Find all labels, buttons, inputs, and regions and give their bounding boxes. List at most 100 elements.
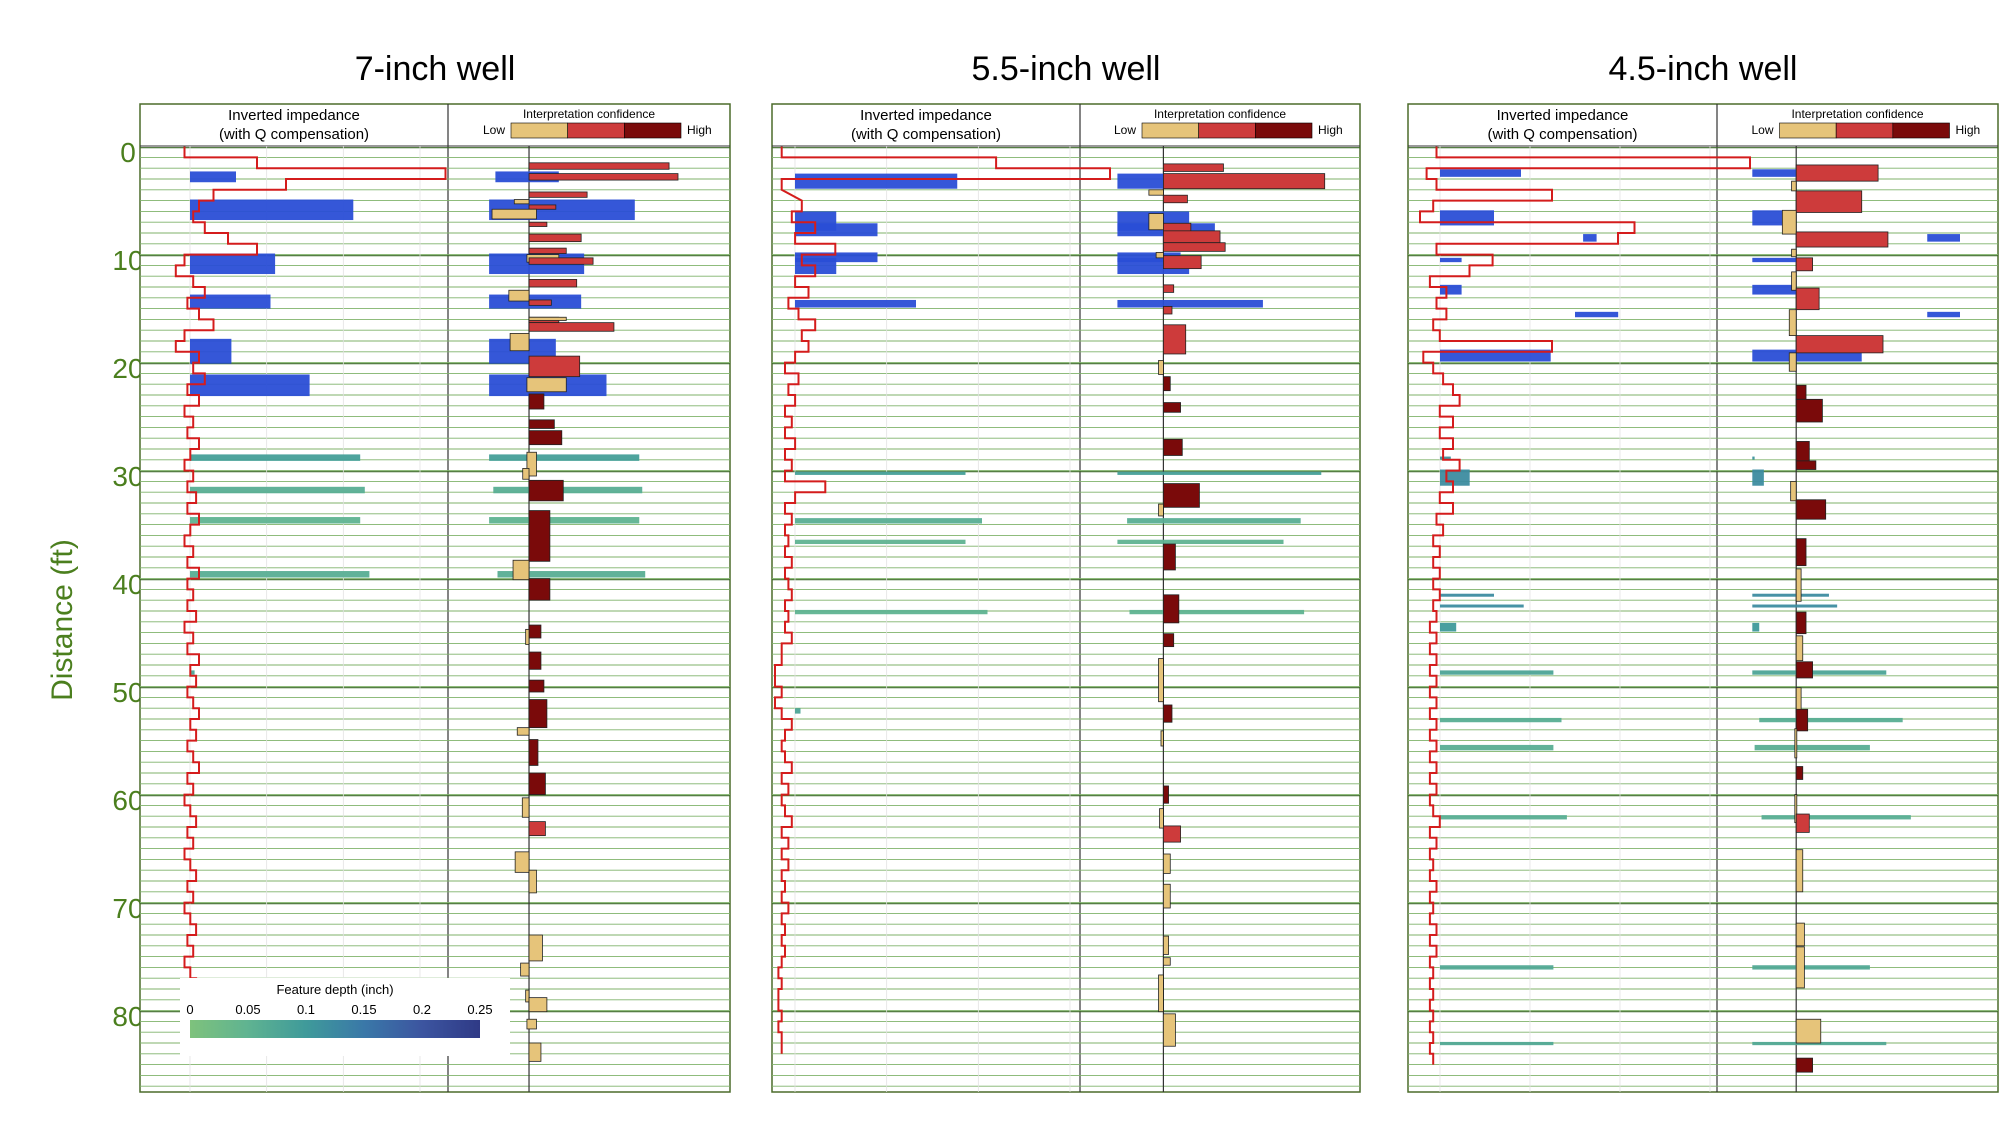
confidence-bar	[1155, 252, 1164, 259]
well-panel: 4.5-inch well Inverted impedance (with Q c…	[1407, 50, 1999, 1093]
confidence-bar	[1795, 922, 1805, 947]
panel-frame	[1407, 103, 1999, 1093]
confidence-bar	[1163, 633, 1175, 648]
confidence-bar	[528, 299, 552, 306]
feature-bar	[190, 171, 236, 183]
confidence-bar	[1163, 324, 1187, 355]
y-tick-label: 20	[112, 353, 143, 384]
y-tick-label: 40	[112, 569, 143, 600]
confidence-bar	[528, 322, 615, 332]
confidence-bar	[1163, 825, 1181, 843]
well-panel: 7-inch well Inverted impedance (with Q com…	[139, 50, 731, 1093]
feature-bar-confidence-track	[1752, 593, 1829, 597]
confidence-bar	[528, 430, 563, 446]
confidence-bar	[1794, 728, 1798, 759]
confidence-bar	[1163, 306, 1173, 315]
confidence-bar	[1163, 957, 1171, 966]
feature-bar	[1440, 622, 1457, 632]
confidence-bar	[528, 191, 588, 198]
colorbar-tick-label: 0	[186, 1002, 193, 1017]
feature-bar	[190, 374, 310, 397]
feature-depth-colorbar: Feature depth (inch) 0 0.05 0.1 0.15 0.2 0.25	[180, 978, 510, 1056]
feature-bar	[795, 609, 988, 615]
confidence-bar	[1163, 543, 1176, 571]
y-tick-label: 70	[112, 893, 143, 924]
depth-gridlines	[772, 147, 1360, 1087]
feature-bar	[1440, 169, 1521, 177]
confidence-bar	[513, 199, 530, 205]
confidence-bar	[1795, 946, 1805, 989]
impedance-track-title: Inverted impedance	[860, 107, 992, 124]
confidence-legend-high	[1255, 122, 1313, 139]
confidence-bar	[1158, 503, 1164, 517]
confidence-bar	[522, 468, 530, 480]
confidence-bar	[520, 962, 530, 977]
colorbar-tick-label: 0.15	[351, 1002, 376, 1017]
impedance-track-title: Inverted impedance	[228, 107, 360, 124]
confidence-legend-low	[1779, 122, 1837, 139]
confidence-bar	[1781, 209, 1797, 235]
confidence-bar	[528, 679, 545, 693]
feature-bar-confidence-track	[1754, 744, 1870, 751]
confidence-bar	[1795, 164, 1879, 182]
confidence-bar	[1163, 255, 1202, 270]
feature-bar-confidence-track	[1117, 539, 1284, 545]
feature-bar-confidence-track	[1752, 349, 1862, 362]
confidence-bar	[508, 289, 530, 302]
feature-bar-confidence-track	[495, 171, 559, 183]
feature-bar-confidence-track	[1752, 670, 1887, 675]
confidence-bar	[1158, 658, 1164, 703]
y-tick-label: 0	[120, 137, 136, 168]
confidence-bar	[1791, 180, 1797, 192]
confidence-bar	[1795, 849, 1804, 893]
feature-bar	[1440, 469, 1470, 486]
confidence-bar	[1795, 813, 1810, 833]
confidence-bar	[1163, 594, 1180, 624]
confidence-bar	[1795, 460, 1817, 470]
feature-bar	[1440, 456, 1451, 460]
colorbar-tick-label: 0.05	[235, 1002, 260, 1017]
feature-bar	[1440, 349, 1551, 362]
confidence-bar	[526, 1018, 537, 1030]
feature-bar	[795, 173, 958, 189]
colorbar-tick-label: 0.2	[413, 1002, 431, 1017]
impedance-trace	[774, 146, 1111, 1054]
confidence-bar	[1795, 398, 1823, 423]
confidence-bar	[528, 393, 545, 410]
impedance-trace	[174, 146, 447, 1054]
impedance-track-subtitle: (with Q compensation)	[851, 126, 1001, 143]
confidence-high-label: High	[1318, 123, 1343, 137]
y-tick-label: 30	[112, 461, 143, 492]
confidence-bar	[1788, 352, 1797, 372]
panel-frame	[771, 103, 1361, 1093]
feature-bar-confidence-track	[1117, 471, 1322, 475]
well-title: 4.5-inch well	[1609, 50, 1798, 88]
confidence-bar	[528, 257, 594, 265]
confidence-bar	[528, 221, 548, 227]
confidence-bar	[1163, 483, 1200, 508]
feature-bar	[190, 253, 276, 275]
confidence-bar	[1795, 257, 1813, 272]
confidence-bar	[1163, 785, 1169, 804]
feature-bar-confidence-track	[1752, 284, 1797, 295]
feature-bar	[795, 299, 916, 308]
confidence-high-label: High	[1956, 123, 1981, 137]
confidence-bars	[1781, 164, 1889, 1073]
confidence-bar	[1795, 335, 1884, 354]
feature-bar	[190, 486, 365, 494]
confidence-bar	[528, 279, 578, 288]
feature-bar	[1440, 717, 1562, 723]
feature-bar-confidence-track	[1752, 604, 1838, 608]
confidence-bar	[1795, 1018, 1822, 1044]
confidence-bar	[528, 997, 548, 1013]
confidence-bar	[1795, 499, 1827, 520]
confidence-legend-high	[624, 122, 682, 139]
confidence-low-label: Low	[1114, 123, 1136, 137]
feature-bar	[190, 454, 361, 461]
confidence-bar	[528, 247, 567, 254]
confidence-bar	[526, 451, 537, 477]
confidence-bar	[1163, 284, 1175, 293]
confidence-bar	[528, 316, 567, 321]
feature-bar	[1440, 1041, 1554, 1046]
confidence-bar	[1788, 309, 1797, 336]
